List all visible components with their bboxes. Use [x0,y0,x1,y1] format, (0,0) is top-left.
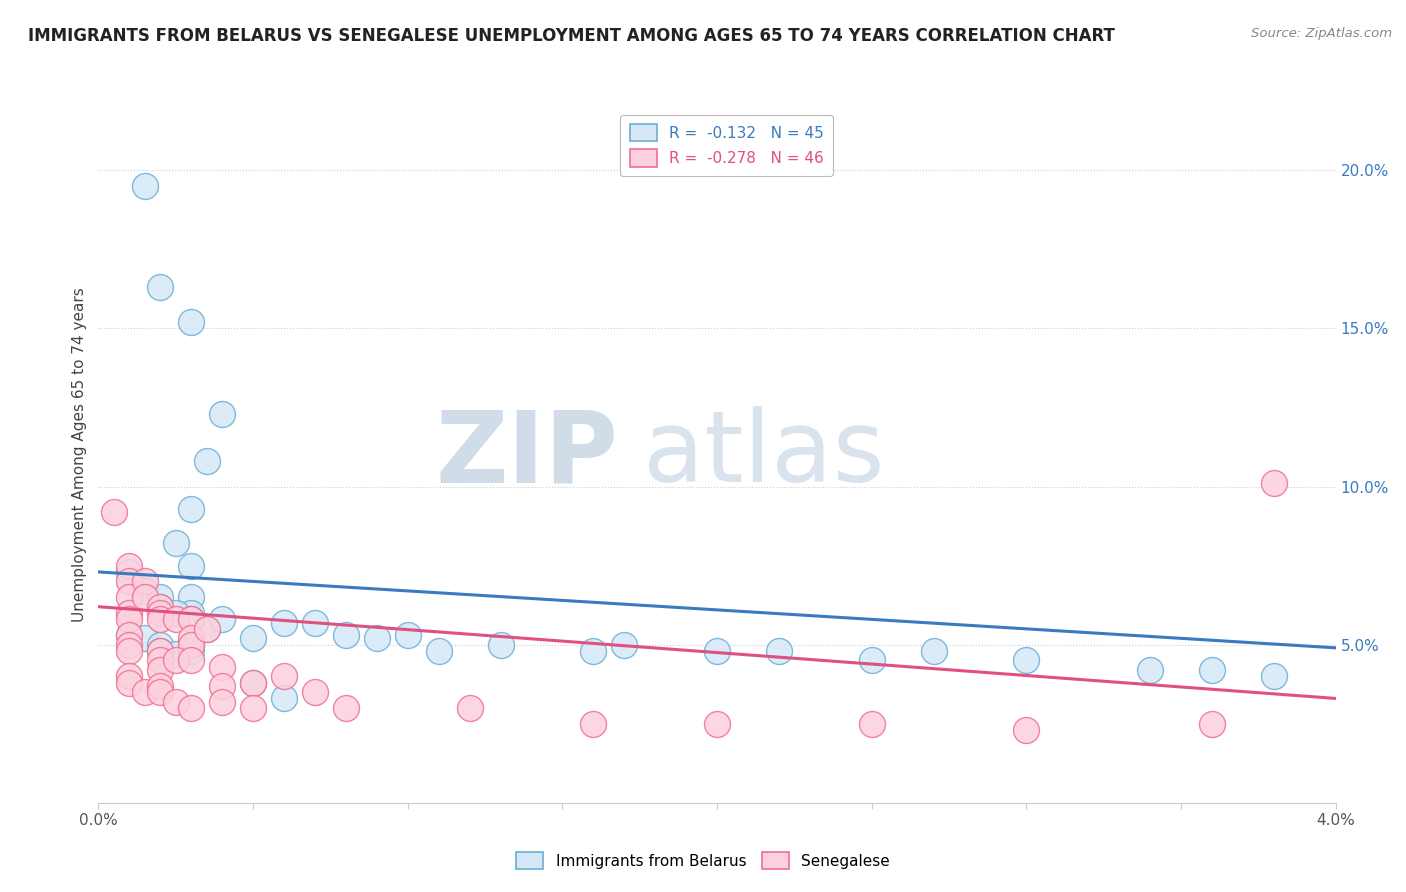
Point [149,599,172,614]
Point [180,612,202,626]
Point [180,632,202,646]
Point [582,644,605,658]
Point [103,505,125,519]
Point [134,632,156,646]
Point [195,622,218,636]
Point [922,644,945,658]
Point [1263,669,1285,683]
Point [613,638,636,652]
Point [489,638,512,652]
Point [118,628,141,642]
Point [242,632,264,646]
Point [180,315,202,329]
Text: Source: ZipAtlas.com: Source: ZipAtlas.com [1251,27,1392,40]
Point [118,565,141,579]
Point [118,591,141,605]
Point [118,558,141,573]
Point [149,280,172,294]
Point [134,179,156,194]
Point [149,638,172,652]
Point [242,675,264,690]
Point [134,591,156,605]
Point [304,615,326,630]
Y-axis label: Unemployment Among Ages 65 to 74 years: Unemployment Among Ages 65 to 74 years [72,287,87,623]
Point [211,679,233,693]
Text: ZIP: ZIP [436,407,619,503]
Point [118,669,141,683]
Point [242,701,264,715]
Point [706,644,728,658]
Point [134,685,156,699]
Point [396,628,419,642]
Text: IMMIGRANTS FROM BELARUS VS SENEGALESE UNEMPLOYMENT AMONG AGES 65 TO 74 YEARS COR: IMMIGRANTS FROM BELARUS VS SENEGALESE UN… [28,27,1115,45]
Point [165,612,187,626]
Point [582,716,605,731]
Point [180,501,202,516]
Point [149,612,172,626]
Point [149,644,172,658]
Point [180,558,202,573]
Legend: R =  -0.132   N = 45, R =  -0.278   N = 46: R = -0.132 N = 45, R = -0.278 N = 46 [620,115,834,176]
Point [149,663,172,677]
Point [273,669,295,683]
Point [458,701,481,715]
Point [165,695,187,709]
Point [1263,476,1285,491]
Point [335,701,357,715]
Point [180,701,202,715]
Point [211,660,233,674]
Point [366,632,388,646]
Point [211,407,233,421]
Point [118,675,141,690]
Point [1015,723,1038,737]
Point [118,612,141,626]
Point [273,691,295,706]
Point [118,606,141,620]
Text: atlas: atlas [643,407,884,503]
Point [118,638,141,652]
Point [242,675,264,690]
Point [768,644,790,658]
Point [165,647,187,661]
Point [195,622,218,636]
Point [149,685,172,699]
Point [195,454,218,468]
Point [180,653,202,667]
Point [134,574,156,589]
Legend: Immigrants from Belarus, Senegalese: Immigrants from Belarus, Senegalese [510,846,896,875]
Point [165,536,187,550]
Point [180,644,202,658]
Point [118,628,141,642]
Point [180,606,202,620]
Point [1139,663,1161,677]
Point [860,716,883,731]
Point [149,644,172,658]
Point [706,716,728,731]
Point [304,685,326,699]
Point [149,679,172,693]
Point [1201,663,1223,677]
Point [149,599,172,614]
Point [427,644,450,658]
Point [180,591,202,605]
Point [211,695,233,709]
Point [273,615,295,630]
Point [149,653,172,667]
Point [149,606,172,620]
Point [860,653,883,667]
Point [118,574,141,589]
Point [1015,653,1038,667]
Point [335,628,357,642]
Point [118,644,141,658]
Point [165,606,187,620]
Point [165,653,187,667]
Point [211,612,233,626]
Point [134,583,156,598]
Point [149,591,172,605]
Point [1201,716,1223,731]
Point [180,612,202,626]
Point [180,638,202,652]
Point [180,638,202,652]
